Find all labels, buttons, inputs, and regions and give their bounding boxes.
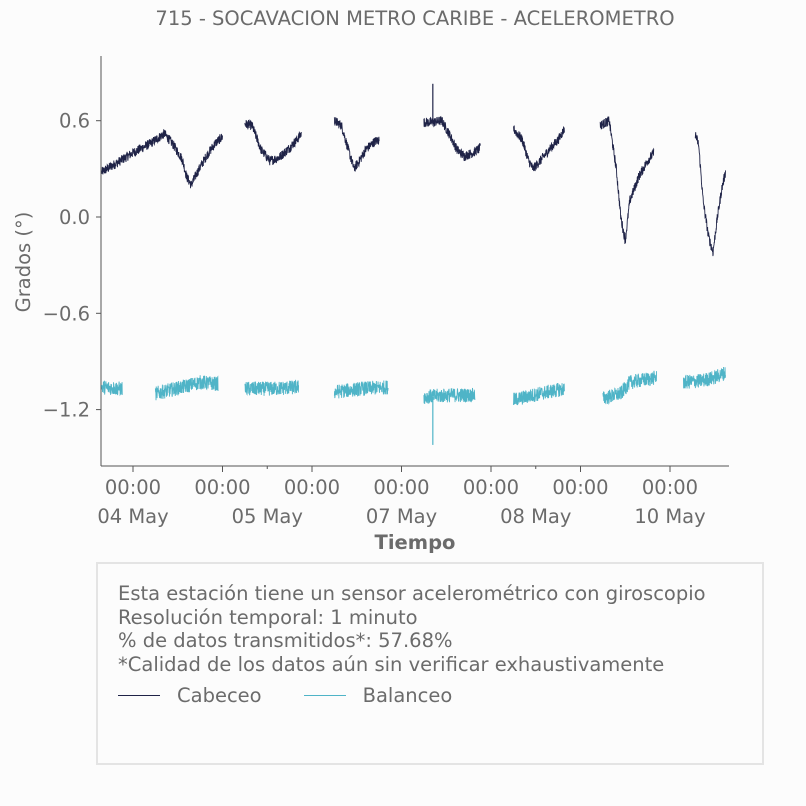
info-data-percent-text: % de datos transmitidos*: 57.68% <box>118 629 453 652</box>
info-sensor-text: Esta estación tiene un sensor aceleromét… <box>118 582 706 605</box>
y-tick-label: −1.2 <box>43 399 90 422</box>
y-tick-label: 0.6 <box>59 110 90 133</box>
x-tick-time-label: 00:00 <box>105 476 161 499</box>
info-quality-note: *Calidad de los datos aún sin verificar … <box>118 652 665 676</box>
series-balanceo-line <box>512 382 565 406</box>
series-balanceo-line <box>682 367 726 389</box>
x-tick-date-label: 04 May <box>97 505 168 528</box>
series-balanceo-line <box>333 380 389 399</box>
series-cabeceo-line <box>423 115 481 162</box>
series-cabeceo-line <box>599 116 655 245</box>
series-balanceo-line <box>101 380 123 397</box>
legend-item-cabeceo: Cabeceo <box>118 684 262 707</box>
series-cabeceo-line <box>512 125 565 172</box>
x-axis-label: Tiempo <box>375 531 456 554</box>
legend-label-cabeceo: Cabeceo <box>177 684 262 707</box>
info-resolution-text: Resolución temporal: 1 minuto <box>118 605 418 629</box>
series-balanceo-line <box>423 387 476 404</box>
y-tick-label: 0.0 <box>59 206 90 229</box>
series-cabeceo-line <box>244 119 302 166</box>
series-cabeceo-line <box>101 129 223 189</box>
x-tick-date-label: 10 May <box>634 505 705 528</box>
x-tick-time-label: 00:00 <box>284 476 340 499</box>
legend-swatch-balanceo <box>303 695 346 696</box>
series-cabeceo-line <box>333 117 380 172</box>
series-balanceo-line <box>244 379 300 396</box>
x-tick-date-label: 07 May <box>366 505 437 528</box>
x-tick-time-label: 00:00 <box>642 476 698 499</box>
series-balanceo-line <box>154 375 219 401</box>
x-tick-time-label: 00:00 <box>463 476 519 499</box>
legend-label-balanceo: Balanceo <box>362 684 453 707</box>
x-tick-time-label: 00:00 <box>194 476 250 499</box>
chart-title: 715 - SOCAVACION METRO CARIBE - ACELEROM… <box>155 7 674 30</box>
series-balanceo-line <box>602 370 658 405</box>
chart: 715 - SOCAVACION METRO CARIBE - ACELEROM… <box>12 7 729 554</box>
legend-swatch-cabeceo <box>118 695 160 696</box>
series-cabeceo-line <box>694 132 726 257</box>
legend-item-balanceo: Balanceo <box>303 684 453 707</box>
x-tick-time-label: 00:00 <box>552 476 608 499</box>
y-axis-label: Grados (°) <box>12 212 35 313</box>
y-tick-label: −0.6 <box>43 302 90 325</box>
x-tick-date-label: 05 May <box>232 505 303 528</box>
legend: Cabeceo Balanceo <box>118 684 494 707</box>
x-tick-date-label: 08 May <box>500 505 571 528</box>
x-tick-time-label: 00:00 <box>373 476 429 499</box>
info-box: Esta estación tiene un sensor aceleromét… <box>96 562 764 765</box>
